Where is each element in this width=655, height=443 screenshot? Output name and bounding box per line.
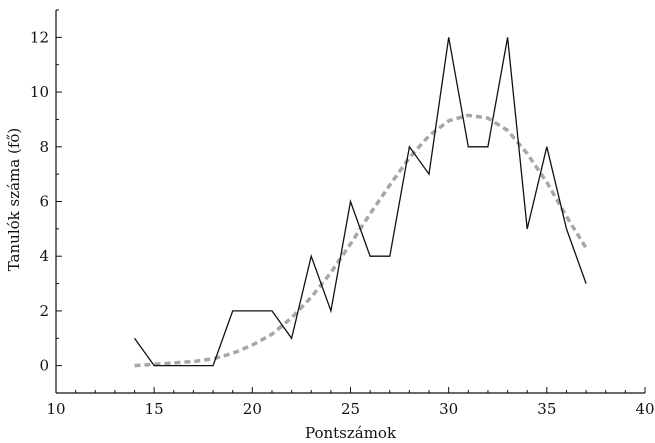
data-line-solid: [133, 37, 587, 367]
axis-ticks: 10 15 20 25 30 35 40 0 2 4 6 8 10 12: [30, 9, 655, 418]
trend-curve-dashed: [134, 113, 588, 368]
y-tick-label: 10: [30, 83, 49, 101]
x-tick-label: 30: [439, 400, 458, 418]
y-tick-label: 8: [39, 138, 49, 156]
y-axis-title: Tanulók száma (fő): [5, 128, 23, 272]
chart-series: [133, 37, 588, 368]
y-tick-label: 6: [39, 193, 49, 211]
x-tick-label: 10: [46, 400, 65, 418]
x-tick-label: 35: [537, 400, 556, 418]
y-tick-label: 0: [39, 357, 49, 375]
y-tick-label: 2: [39, 302, 49, 320]
x-axis-title: Pontszámok: [305, 424, 397, 442]
x-tick-label: 15: [145, 400, 164, 418]
x-tick-label: 20: [243, 400, 262, 418]
y-tick-label: 12: [30, 28, 49, 46]
x-tick-label: 40: [635, 400, 654, 418]
x-tick-label: 25: [341, 400, 360, 418]
y-tick-label: 4: [39, 247, 49, 265]
